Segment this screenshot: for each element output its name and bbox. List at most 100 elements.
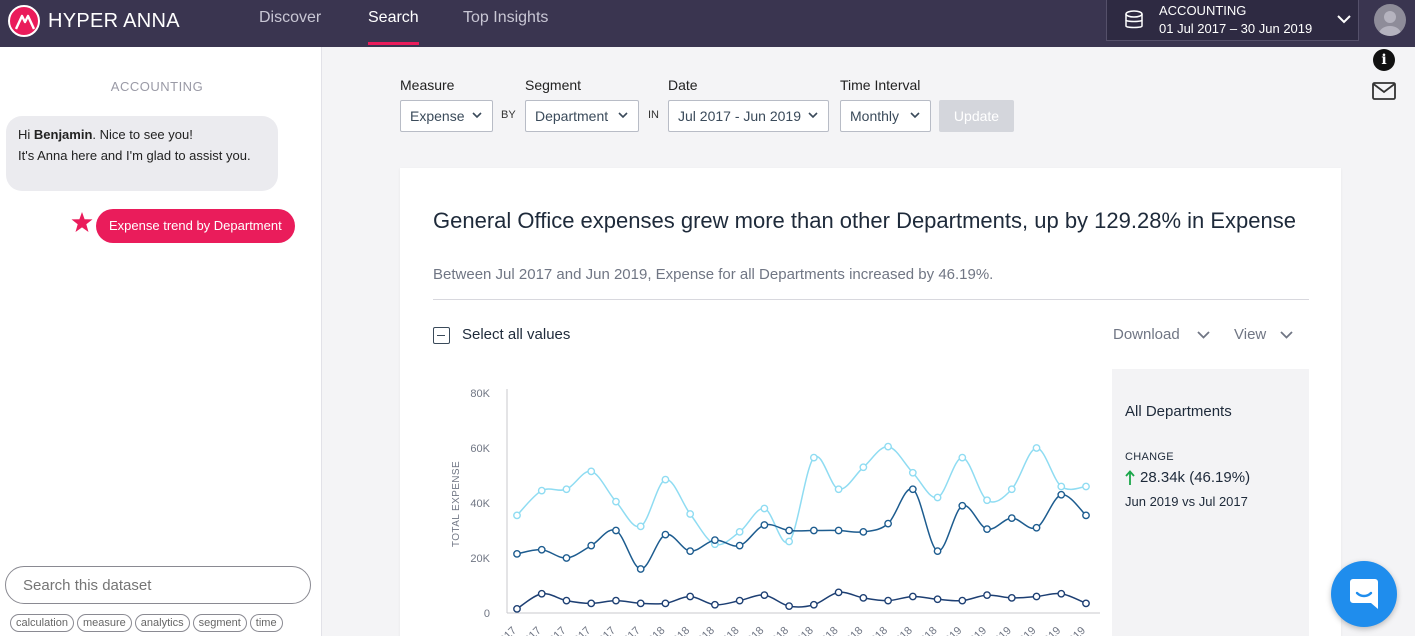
data-point[interactable]	[983, 496, 991, 505]
data-point[interactable]	[711, 536, 719, 545]
tag-time[interactable]: time	[249, 614, 283, 632]
data-point[interactable]	[636, 522, 645, 531]
select-all-label[interactable]: Select all values	[462, 326, 571, 343]
download-menu[interactable]: Download	[1113, 326, 1180, 343]
update-button[interactable]: Update	[939, 100, 1014, 132]
data-point[interactable]	[834, 526, 843, 535]
data-point[interactable]	[933, 493, 942, 502]
data-point[interactable]	[1082, 511, 1090, 520]
data-point[interactable]	[661, 599, 670, 608]
view-menu[interactable]: View	[1234, 326, 1267, 343]
data-point[interactable]	[636, 565, 645, 573]
series-line-3[interactable]	[516, 591, 1087, 610]
data-point[interactable]	[661, 475, 670, 484]
data-point[interactable]	[1007, 485, 1016, 494]
tag-calculation[interactable]: calculation	[10, 614, 74, 632]
data-point[interactable]	[735, 527, 744, 536]
data-point[interactable]	[1057, 589, 1066, 598]
data-point[interactable]	[809, 526, 818, 535]
data-point[interactable]	[908, 592, 917, 601]
select-all-checkbox[interactable]	[433, 327, 450, 344]
data-point[interactable]	[711, 600, 719, 609]
data-point[interactable]	[1057, 482, 1066, 491]
nav-top-insights[interactable]: Top Insights	[463, 9, 549, 26]
data-point[interactable]	[562, 485, 571, 494]
data-point[interactable]	[686, 510, 695, 518]
data-point[interactable]	[983, 525, 991, 534]
data-point[interactable]	[513, 549, 521, 558]
nav-search[interactable]: Search	[368, 9, 419, 26]
data-point[interactable]	[884, 442, 892, 451]
data-point[interactable]	[537, 486, 546, 495]
tag-segment[interactable]: segment	[192, 614, 247, 632]
data-point[interactable]	[1057, 490, 1066, 499]
data-point[interactable]	[587, 599, 596, 608]
data-point[interactable]	[1082, 599, 1090, 608]
avatar[interactable]	[1374, 4, 1406, 36]
data-point[interactable]	[636, 599, 645, 608]
star-icon[interactable]	[71, 212, 93, 233]
data-point[interactable]	[933, 595, 942, 604]
data-point[interactable]	[686, 547, 695, 556]
data-point[interactable]	[760, 521, 769, 529]
measure-select[interactable]: Expense	[400, 100, 493, 132]
data-point[interactable]	[760, 591, 769, 600]
dataset-search-input[interactable]	[5, 566, 311, 604]
data-point[interactable]	[958, 501, 967, 510]
date-select[interactable]: Jul 2017 - Jun 2019	[668, 100, 829, 132]
data-point[interactable]	[537, 545, 546, 554]
x-tick-label: 2018	[889, 625, 915, 636]
data-point[interactable]	[760, 504, 769, 513]
data-point[interactable]	[1032, 592, 1041, 601]
data-point[interactable]	[513, 511, 521, 520]
data-point[interactable]	[834, 588, 843, 597]
data-point[interactable]	[1032, 444, 1041, 452]
tag-measure[interactable]: measure	[76, 614, 132, 632]
data-point[interactable]	[612, 497, 620, 506]
data-point[interactable]	[785, 602, 794, 611]
info-icon[interactable]: i	[1373, 49, 1395, 71]
data-point[interactable]	[809, 453, 818, 462]
user-query-bubble[interactable]: Expense trend by Department	[96, 209, 295, 243]
data-point[interactable]	[1032, 523, 1041, 532]
data-point[interactable]	[1007, 593, 1016, 602]
data-point[interactable]	[1082, 482, 1090, 491]
data-point[interactable]	[859, 463, 868, 472]
data-point[interactable]	[735, 541, 744, 550]
data-point[interactable]	[958, 596, 967, 605]
data-point[interactable]	[785, 526, 794, 535]
nav-discover[interactable]: Discover	[259, 9, 322, 26]
data-point[interactable]	[587, 541, 596, 550]
mail-icon[interactable]	[1372, 82, 1396, 100]
data-point[interactable]	[537, 589, 546, 598]
data-point[interactable]	[785, 537, 794, 546]
data-point[interactable]	[686, 592, 695, 601]
data-point[interactable]	[884, 596, 892, 605]
data-point[interactable]	[562, 554, 571, 562]
data-point[interactable]	[562, 596, 571, 605]
data-point[interactable]	[958, 453, 967, 462]
data-point[interactable]	[859, 527, 868, 536]
data-point[interactable]	[859, 593, 868, 602]
segment-select[interactable]: Department	[525, 100, 639, 132]
data-point[interactable]	[834, 485, 843, 494]
data-point[interactable]	[612, 596, 620, 605]
data-point[interactable]	[809, 600, 818, 609]
dataset-selector[interactable]: ACCOUNTING 01 Jul 2017 – 30 Jun 2019	[1106, 0, 1359, 41]
interval-select[interactable]: Monthly	[840, 100, 931, 132]
data-point[interactable]	[735, 596, 744, 605]
data-point[interactable]	[513, 604, 521, 613]
data-point[interactable]	[587, 467, 596, 476]
data-point[interactable]	[661, 530, 670, 539]
chat-launcher-button[interactable]	[1331, 561, 1397, 627]
data-point[interactable]	[933, 547, 942, 556]
data-point[interactable]	[1007, 514, 1016, 523]
y-tick-label: 20K	[470, 553, 490, 565]
data-point[interactable]	[884, 519, 892, 528]
brand-logo[interactable]: HYPER ANNA	[8, 5, 180, 37]
data-point[interactable]	[908, 485, 917, 494]
data-point[interactable]	[612, 526, 620, 535]
tag-analytics[interactable]: analytics	[134, 614, 190, 632]
data-point[interactable]	[983, 591, 991, 600]
data-point[interactable]	[908, 468, 917, 477]
